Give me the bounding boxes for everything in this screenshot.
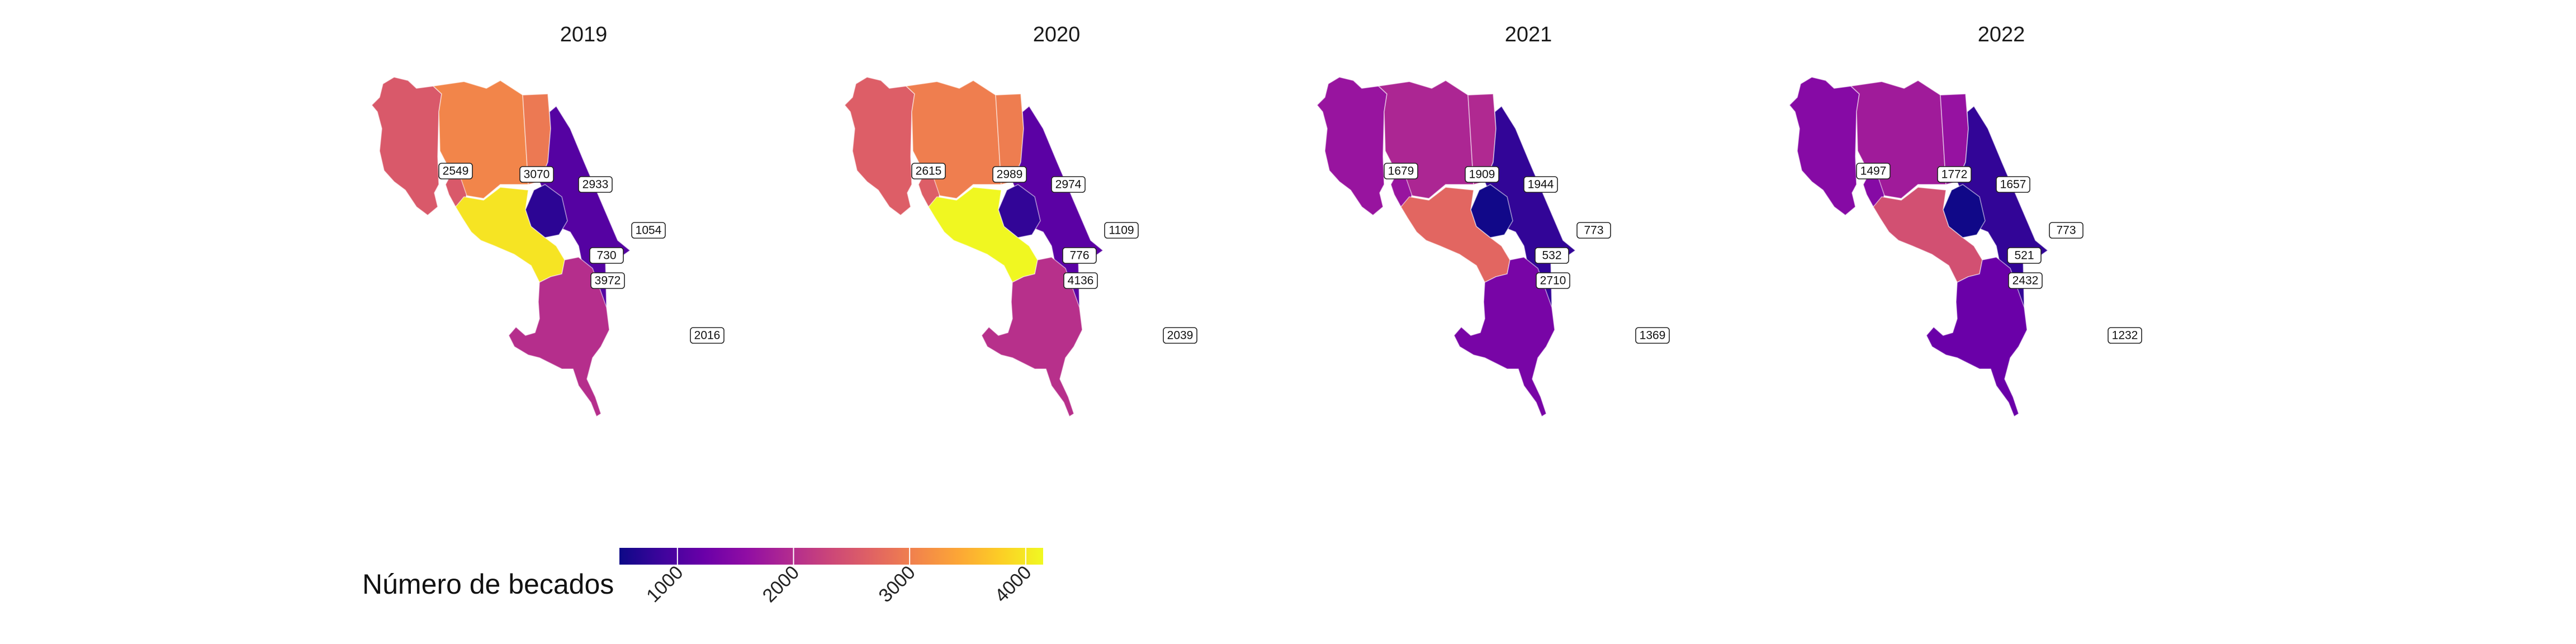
svg-text:1054: 1054 xyxy=(636,224,662,237)
panel-title-2021: 2021 xyxy=(1505,23,1552,46)
svg-text:2432: 2432 xyxy=(2012,274,2039,287)
svg-text:2933: 2933 xyxy=(583,178,609,191)
svg-text:2549: 2549 xyxy=(443,165,469,178)
value-label: 1657 xyxy=(1996,176,2030,193)
panel-title-2019: 2019 xyxy=(560,23,608,46)
svg-text:3972: 3972 xyxy=(595,274,621,287)
legend-tick-label: 4000 xyxy=(991,562,1035,607)
svg-text:1109: 1109 xyxy=(1109,224,1134,237)
legend-tick-label: 1000 xyxy=(642,562,687,607)
value-label: 1944 xyxy=(1523,176,1558,193)
map-panel-2021: 1679 1909 1944 773 532 2710 1369 xyxy=(1317,77,1670,417)
value-label: 1679 xyxy=(1384,163,1418,179)
svg-text:2039: 2039 xyxy=(1167,329,1194,342)
value-label: 1109 xyxy=(1104,222,1139,239)
svg-text:1497: 1497 xyxy=(1860,165,1887,178)
value-label: 521 xyxy=(2007,247,2042,264)
value-label: 2432 xyxy=(2008,272,2043,289)
legend-colorbar xyxy=(619,548,1043,565)
value-label: 773 xyxy=(1576,222,1611,239)
svg-text:521: 521 xyxy=(2014,249,2034,262)
value-label: 1232 xyxy=(2108,327,2142,344)
svg-text:2615: 2615 xyxy=(916,165,942,178)
value-label: 2016 xyxy=(690,327,724,344)
map-panel-2019: 2549 3070 2933 1054 730 3972 2016 xyxy=(371,77,724,417)
value-label: 532 xyxy=(1535,247,1569,264)
svg-text:1909: 1909 xyxy=(1469,168,1495,181)
svg-text:532: 532 xyxy=(1542,249,1561,262)
value-label: 773 xyxy=(2049,222,2083,239)
panel-title-2020: 2020 xyxy=(1033,23,1081,46)
value-label: 3070 xyxy=(519,166,554,183)
svg-text:2974: 2974 xyxy=(1055,178,1082,191)
value-label: 2933 xyxy=(578,176,613,193)
value-label: 2039 xyxy=(1163,327,1197,344)
svg-text:2989: 2989 xyxy=(997,168,1023,181)
value-label: 2615 xyxy=(911,163,946,179)
svg-text:1657: 1657 xyxy=(2000,178,2026,191)
value-label: 1369 xyxy=(1635,327,1670,344)
map-panel-2020: 2615 2989 2974 1109 776 4136 2039 xyxy=(844,77,1197,417)
value-label: 730 xyxy=(589,247,624,264)
svg-text:776: 776 xyxy=(1069,249,1089,262)
value-label: 3972 xyxy=(590,272,625,289)
value-label: 1497 xyxy=(1856,163,1891,179)
value-label: 2549 xyxy=(438,163,473,179)
svg-text:730: 730 xyxy=(596,249,616,262)
svg-text:1369: 1369 xyxy=(1640,329,1666,342)
color-legend: Número de becados 1000 2000 3000 4000 xyxy=(362,548,1043,607)
value-label: 2710 xyxy=(1536,272,1570,289)
value-label: 2989 xyxy=(992,166,1027,183)
panel-title-2022: 2022 xyxy=(1978,23,2025,46)
map-panel-2022: 1497 1772 1657 773 521 2432 1232 xyxy=(1789,77,2142,417)
svg-text:1772: 1772 xyxy=(1942,168,1968,181)
value-label: 1772 xyxy=(1937,166,1972,183)
value-label: 1909 xyxy=(1465,166,1499,183)
legend-tick-label: 2000 xyxy=(759,562,803,607)
svg-text:3070: 3070 xyxy=(524,168,550,181)
svg-text:2710: 2710 xyxy=(1540,274,1566,287)
svg-text:4136: 4136 xyxy=(1068,274,1094,287)
legend-title: Número de becados xyxy=(362,569,614,600)
value-label: 776 xyxy=(1062,247,1097,264)
svg-text:773: 773 xyxy=(2056,224,2076,237)
svg-text:773: 773 xyxy=(1584,224,1603,237)
legend-tick-label: 3000 xyxy=(874,562,919,607)
value-label: 2974 xyxy=(1051,176,1086,193)
svg-text:2016: 2016 xyxy=(694,329,721,342)
svg-text:1232: 1232 xyxy=(2112,329,2138,342)
value-label: 1054 xyxy=(631,222,666,239)
value-label: 4136 xyxy=(1063,272,1098,289)
svg-text:1944: 1944 xyxy=(1528,178,1554,191)
svg-text:1679: 1679 xyxy=(1388,165,1414,178)
